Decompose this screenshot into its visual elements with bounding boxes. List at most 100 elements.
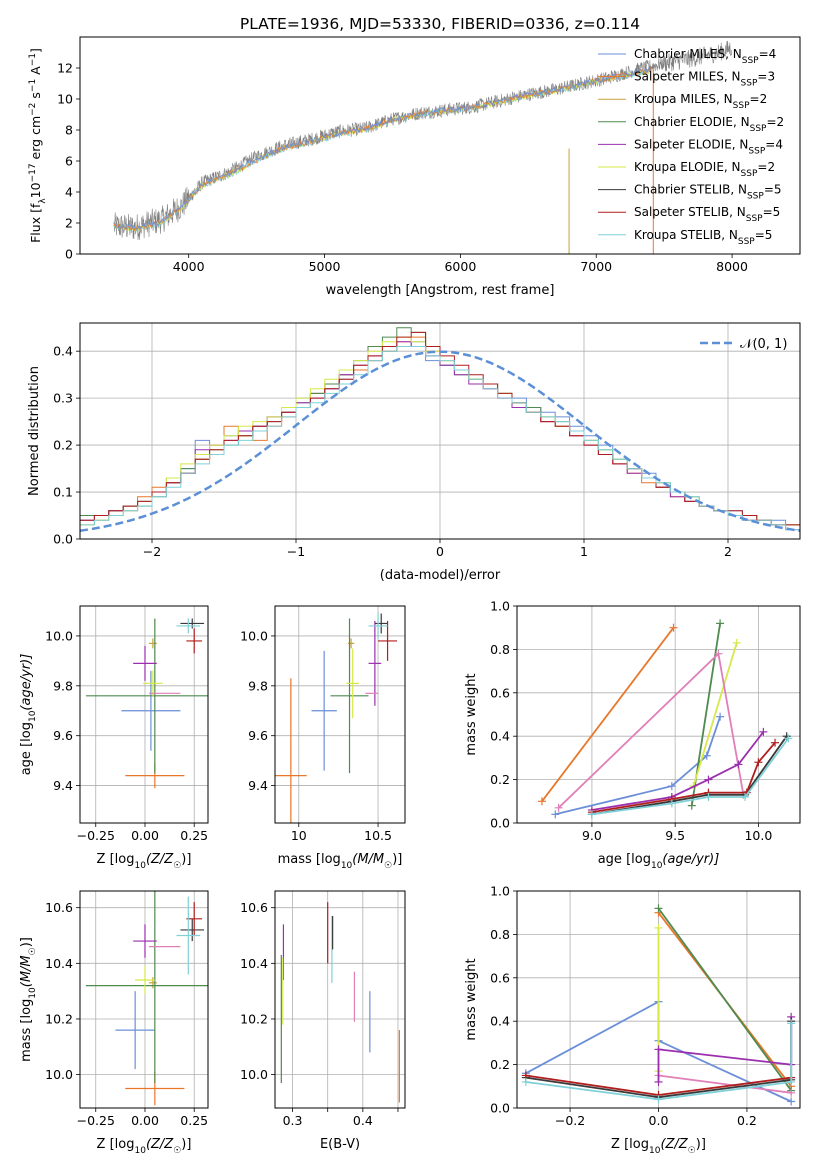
x-tick-label: 10.0: [744, 828, 772, 843]
y-tick-label: 10.0: [240, 628, 268, 643]
label-part: Chabrier ELODIE, N: [634, 115, 750, 129]
x-tick-label: 1: [580, 544, 588, 559]
label-part: SSP: [733, 101, 750, 111]
weight-series: [541, 627, 675, 802]
x-tick-label: 9.5: [665, 828, 685, 843]
y-tick-label: 0.2: [53, 438, 73, 453]
label-part: =2: [757, 160, 775, 174]
spectrum-data-line: [113, 40, 733, 240]
y-tick-label: 10.2: [240, 1011, 268, 1026]
errorbars: [280, 902, 400, 1103]
label-part: 10: [651, 861, 663, 871]
y-axis-label: mass weight: [464, 958, 479, 1040]
chart-weight_vs_age: 9.0 9.5 10.0 0.0 0.2 0.4 0.6 0.8 1.0 age [log10(a…: [464, 599, 801, 871]
label-part: ☉: [28, 947, 38, 955]
label-part: 10: [28, 710, 38, 722]
label-part: Z [log: [97, 1137, 135, 1152]
label-part: SSP: [750, 124, 767, 134]
x-tick-label: −1: [287, 544, 305, 559]
plots-layer: 4000 5000 6000 7000 8000024681012wavelength …: [19, 36, 801, 1156]
chart-mass_vs_ebv: 0.3 0.4 10.0 10.2 10.4 10.6 E(B-V): [240, 890, 406, 1152]
label-part: Chabrier MILES, N: [634, 47, 742, 61]
label-part: SSP: [746, 214, 763, 224]
label-part: Z [log: [611, 1137, 649, 1152]
legend-label: Salpeter ELODIE, NSSP=4: [634, 137, 783, 156]
y-tick-label: 0.4: [490, 729, 510, 744]
label-part: 10: [649, 1146, 661, 1156]
label-part: mass [log: [278, 852, 341, 867]
errorbars: [85, 891, 208, 1106]
x-tick-label: 0.3: [283, 1113, 303, 1128]
label-part: =3: [757, 70, 775, 84]
legend-label: Kroupa ELODIE, NSSP=2: [634, 160, 775, 179]
y-axis-label: Normed distribution: [27, 366, 42, 496]
y-tick-label: 1.0: [490, 599, 510, 614]
y-tick-label: 0.8: [490, 642, 510, 657]
label-part: ☉: [384, 861, 392, 871]
y-tick-label: 2: [65, 216, 73, 231]
plot-frame: [274, 890, 406, 1109]
x-tick-label: 6000: [444, 259, 476, 274]
y-tick-label: 10.0: [240, 1067, 268, 1082]
y-tick-label: 12: [57, 61, 73, 76]
x-tick-label: 5000: [309, 259, 341, 274]
x-tick-label: 8000: [716, 259, 748, 274]
x-tick-label: 10.5: [364, 828, 392, 843]
legend-label: Chabrier ELODIE, NSSP=2: [634, 115, 784, 134]
label-part: 10: [134, 1146, 146, 1156]
legend-label: Kroupa STELIB, NSSP=5: [634, 228, 772, 247]
y-tick-label: 9.6: [248, 728, 268, 743]
label-part: 10: [28, 182, 43, 198]
label-part: s: [28, 92, 43, 103]
x-tick-label: 0: [436, 544, 444, 559]
x-tick-label: 0.00: [131, 828, 159, 843]
y-axis-label: age [log10(age/yr)]: [19, 654, 38, 776]
y-tick-label: 6: [65, 154, 73, 169]
label-part: age [log: [19, 722, 34, 775]
y-tick-label: 10.6: [240, 900, 268, 915]
legend-label: Chabrier STELIB, NSSP=5: [634, 183, 782, 202]
label-part: (Z/Z: [146, 1137, 174, 1152]
label-part: (age/yr)]: [19, 654, 34, 711]
label-part: −2: [28, 103, 38, 116]
y-tick-label: 0.4: [490, 1014, 510, 1029]
label-part: (M/M: [352, 852, 384, 867]
plot-frame: [516, 890, 801, 1109]
label-part: Kroupa MILES, N: [634, 92, 733, 106]
plot-frame: [79, 605, 209, 824]
x-tick-label: −0.2: [555, 1113, 585, 1128]
label-part: Salpeter STELIB, N: [634, 205, 746, 219]
weight-series: [525, 1023, 793, 1101]
label-part: ☉: [173, 861, 181, 871]
label-part: =5: [764, 183, 782, 197]
label-part: (Z/Z: [660, 1137, 688, 1152]
x-tick-label: 0.00: [131, 1113, 159, 1128]
x-tick-label: −0.25: [77, 828, 115, 843]
label-part: Kroupa STELIB, N: [634, 228, 738, 242]
y-tick-label: 0.8: [490, 927, 510, 942]
label-part: =2: [750, 92, 768, 106]
y-tick-label: 10.4: [45, 956, 73, 971]
label-part: (age/yr)]: [662, 852, 719, 867]
x-tick-label: 0.25: [180, 1113, 208, 1128]
y-tick-label: 9.8: [248, 678, 268, 693]
plot-frame: [79, 890, 209, 1109]
label-part: (Z/Z: [146, 852, 174, 867]
weight-lines: [521, 904, 796, 1106]
label-part: Salpeter ELODIE, N: [634, 137, 748, 151]
chart-spectrum: 4000 5000 6000 7000 8000 0 2 4 6 8 10 12 wavelength …: [28, 36, 801, 298]
plot-frame: [274, 605, 406, 824]
y-tick-label: 0.2: [490, 1057, 510, 1072]
weight-series: [591, 742, 776, 813]
label-part: −1: [28, 53, 38, 66]
y-tick-label: 0.4: [53, 344, 73, 359]
x-tick-label: 7000: [580, 259, 612, 274]
spectrum-model-line: [113, 67, 651, 230]
chart-age_vs_Z: −0.25 0.00 0.259.49.69.810.0Z [log10(Z/Z☉)…: [19, 605, 209, 871]
label-part: )]: [19, 937, 34, 947]
plot-frame: [79, 322, 801, 540]
weight-series: [657, 907, 792, 1092]
y-tick-label: 0.2: [490, 772, 510, 787]
legend-label: Salpeter STELIB, NSSP=5: [634, 205, 780, 224]
